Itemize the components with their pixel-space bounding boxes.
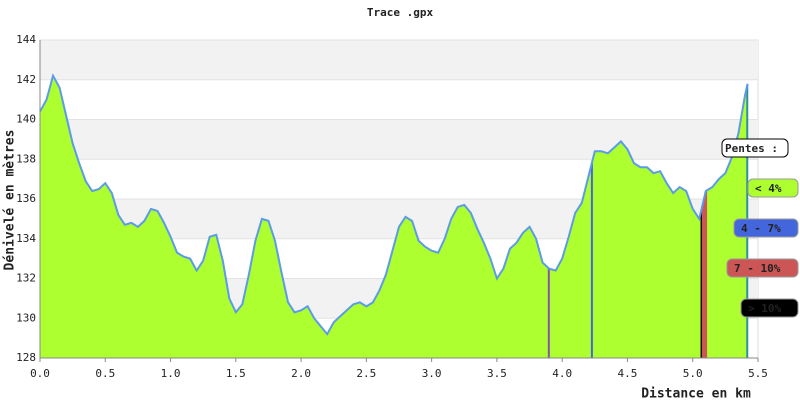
legend-swatch (726, 258, 799, 278)
legend-swatch (740, 298, 799, 318)
x-tick-label: 4.5 (618, 367, 638, 380)
x-tick-label: 0.0 (30, 367, 50, 380)
chart-title: Trace .gpx (367, 6, 434, 19)
legend-label: > 10% (748, 302, 781, 315)
y-tick-label: 130 (16, 311, 36, 324)
y-tick-label: 140 (16, 113, 36, 126)
legend-label: 4 - 7% (741, 222, 781, 235)
x-tick-label: 4.0 (552, 367, 572, 380)
elevation-line (39, 73, 749, 336)
legend-swatch (747, 178, 799, 198)
legend-swatch (733, 218, 799, 238)
y-tick-label: 128 (16, 351, 36, 364)
x-tick-label: 2.0 (291, 367, 311, 380)
x-tick-label: 1.5 (226, 367, 246, 380)
x-tick-label: 2.5 (356, 367, 376, 380)
x-tick-label: 1.0 (161, 367, 181, 380)
grid-band (40, 40, 758, 80)
legend: Pentes : < 4% 4 - 7% 7 - 10% > 10% (721, 138, 799, 318)
y-tick-label: 138 (16, 152, 36, 165)
y-tick-label: 142 (16, 73, 36, 86)
x-tick-label: 5.5 (748, 367, 768, 380)
grid-band (40, 119, 758, 160)
x-axis-label: Distance en km (641, 387, 751, 400)
y-tick-label: 132 (16, 272, 36, 285)
legend-title-box (721, 138, 789, 158)
y-tick-label: 134 (16, 232, 36, 245)
x-tick-label: 0.5 (95, 367, 115, 380)
y-tick-label: 144 (16, 33, 36, 46)
elevation-area (40, 75, 748, 359)
slope-segment (701, 190, 708, 358)
legend-label: < 4% (755, 182, 782, 195)
x-tick-label: 3.5 (487, 367, 507, 380)
x-tick-label: 3.0 (422, 367, 442, 380)
slope-segment (590, 161, 593, 358)
legend-label: 7 - 10% (734, 262, 781, 275)
x-tick-label: 5.0 (683, 367, 703, 380)
y-tick-label: 136 (16, 192, 36, 205)
slope-segment (547, 267, 550, 358)
legend-title: Pentes : (725, 142, 778, 155)
y-axis-label: Dénivelé en mètres (3, 130, 18, 271)
